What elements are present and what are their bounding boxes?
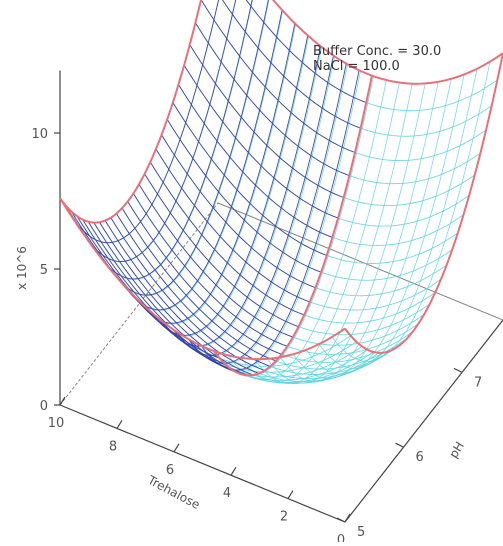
trehalose-tick — [59, 396, 66, 406]
ph-tick — [453, 367, 463, 373]
ph-axis — [344, 319, 503, 523]
surface-line-trehalose-front — [123, 9, 283, 311]
surface-line-trehalose-front — [187, 63, 347, 364]
surface-line-ph-front — [127, 201, 282, 355]
back-axis-2 — [217, 202, 503, 321]
surface-line-trehalose — [124, 10, 284, 311]
edge-trehalose-min — [344, 52, 503, 354]
edge-ph-max — [272, 0, 503, 85]
surface-line-ph — [116, 213, 402, 375]
surface-line-trehalose-front — [149, 35, 309, 336]
surface-line-trehalose-front — [72, 0, 219, 244]
surface-line-trehalose — [331, 61, 491, 362]
surface-line-trehalose — [266, 83, 426, 384]
trehalose-axis — [59, 404, 346, 523]
surface-line-trehalose — [228, 80, 387, 381]
surface-line-trehalose — [137, 24, 297, 325]
surface-line-ph — [178, 84, 464, 246]
z-axis-label: x 10^6 — [15, 246, 29, 290]
z-tick-label: 0 — [40, 399, 48, 414]
trehalose-tick-label: 6 — [166, 463, 174, 478]
back-axis — [59, 202, 219, 406]
surface-line-trehalose — [305, 74, 465, 375]
trehalose-tick — [287, 490, 294, 499]
tick-labels: 0 5 10 10 8 6 4 2 0 5 6 7 x 10^6 Trehalose pH — [15, 127, 482, 546]
trehalose-tick — [173, 443, 180, 453]
surface-line-trehalose-front — [110, 0, 269, 296]
surface-line-trehalose — [72, 0, 220, 244]
surface-mesh — [59, 0, 503, 384]
surface-line-trehalose — [318, 68, 478, 369]
surface-line-ph — [166, 119, 453, 281]
ph-tick-label: 7 — [474, 375, 482, 390]
ph-tick — [395, 442, 404, 448]
trehalose-tick-label: 10 — [48, 416, 65, 431]
edge-ph-min — [59, 197, 346, 361]
surface-line-trehalose-front — [85, 0, 237, 262]
axes-group — [54, 70, 503, 523]
trehalose-tick-label: 8 — [109, 439, 117, 454]
ph-tick-label: 6 — [416, 450, 424, 465]
x-axis-label: Trehalose — [145, 472, 203, 512]
ph-tick-label: 5 — [357, 525, 365, 540]
edge-split — [213, 75, 373, 377]
surface-line-ph-front — [104, 220, 260, 374]
trehalose-tick-label: 4 — [223, 486, 231, 501]
surface-line-trehalose-front — [136, 23, 296, 324]
ph-tick — [336, 517, 346, 523]
condition-annotation: Buffer Conc. = 30.0 NaCl = 100.0 — [313, 44, 441, 74]
surface-line-ph — [65, 205, 351, 367]
surface-line-ph — [155, 148, 442, 311]
y-axis-label: pH — [446, 439, 467, 461]
surface-line-ph-front — [144, 173, 299, 328]
trehalose-tick — [344, 513, 351, 523]
surface-line-trehalose — [59, 0, 202, 224]
annotation-line-2: NaCl = 100.0 — [313, 59, 400, 74]
surface-line-ph-front — [155, 148, 310, 303]
surface-line-ph-front — [87, 221, 243, 375]
edge-trehalose-max — [59, 0, 203, 224]
surface-line-trehalose-front — [98, 0, 253, 280]
surface-line-trehalose-front — [200, 70, 360, 371]
trehalose-tick-label: 0 — [337, 533, 345, 542]
z-tick-label: 5 — [40, 263, 48, 278]
surface-line-trehalose — [98, 0, 254, 280]
trehalose-tick-label: 2 — [280, 510, 288, 525]
z-tick-label: 10 — [31, 127, 48, 142]
surface-line-trehalose-front — [162, 46, 322, 347]
surface-line-trehalose-front — [175, 55, 334, 356]
trehalose-tick — [116, 420, 123, 429]
surface-line-trehalose — [292, 78, 452, 380]
surface-line-trehalose-front — [59, 0, 202, 224]
trehalose-tick — [230, 466, 237, 476]
annotation-line-1: Buffer Conc. = 30.0 — [313, 44, 442, 59]
surface-line-ph-front — [166, 119, 322, 273]
surface-line-trehalose — [176, 56, 335, 357]
